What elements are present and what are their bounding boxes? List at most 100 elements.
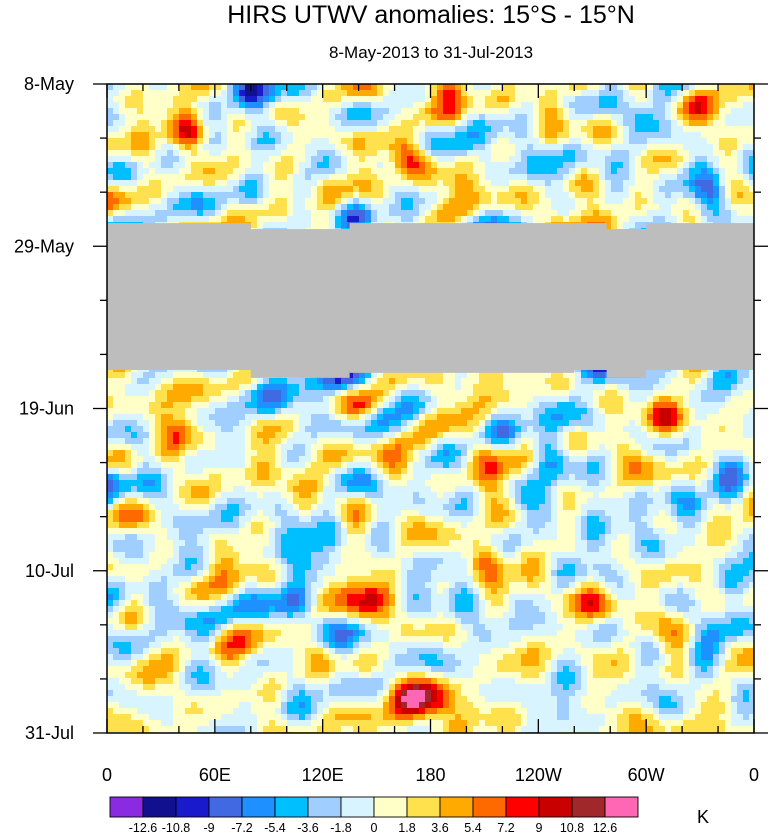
heatmap-cell bbox=[509, 108, 516, 115]
heatmap-cell bbox=[479, 162, 486, 169]
heatmap-cell bbox=[299, 96, 306, 103]
heatmap-cell bbox=[563, 186, 570, 193]
heatmap-cell bbox=[299, 138, 306, 145]
heatmap-cell bbox=[149, 102, 156, 109]
heatmap-cell bbox=[269, 162, 276, 169]
heatmap-cell bbox=[233, 186, 240, 193]
heatmap-cell bbox=[659, 156, 666, 163]
heatmap-cell bbox=[587, 108, 594, 115]
heatmap-cell bbox=[743, 150, 750, 157]
heatmap-cell bbox=[389, 216, 396, 223]
heatmap-cell bbox=[659, 162, 666, 169]
heatmap-cell bbox=[221, 114, 228, 121]
heatmap-cell bbox=[473, 150, 480, 157]
heatmap-cell bbox=[587, 162, 594, 169]
heatmap-cell bbox=[491, 120, 498, 127]
heatmap-cell bbox=[527, 96, 534, 103]
heatmap-cell bbox=[185, 120, 192, 127]
heatmap-cell bbox=[635, 174, 642, 181]
heatmap-cell bbox=[701, 156, 708, 163]
heatmap-cell bbox=[695, 186, 702, 193]
heatmap-cell bbox=[731, 210, 738, 217]
heatmap-cell bbox=[461, 168, 468, 175]
heatmap-cell bbox=[203, 138, 210, 145]
heatmap-cell bbox=[587, 198, 594, 205]
heatmap-cell bbox=[449, 204, 456, 211]
heatmap-cell bbox=[473, 156, 480, 163]
heatmap-cell bbox=[335, 84, 342, 91]
heatmap-cell bbox=[311, 138, 318, 145]
heatmap-cell bbox=[467, 114, 474, 121]
heatmap-cell bbox=[233, 198, 240, 205]
heatmap-cell bbox=[515, 204, 522, 211]
heatmap-cell bbox=[239, 180, 246, 187]
heatmap-cell bbox=[365, 90, 372, 97]
heatmap-cell bbox=[515, 108, 522, 115]
heatmap-cell bbox=[485, 198, 492, 205]
heatmap-cell bbox=[443, 90, 450, 97]
heatmap-cell bbox=[539, 132, 546, 139]
heatmap-cell bbox=[659, 168, 666, 175]
heatmap-cell bbox=[401, 210, 408, 217]
heatmap-cell bbox=[119, 114, 126, 121]
heatmap-cell bbox=[629, 174, 636, 181]
heatmap-cell bbox=[743, 84, 750, 91]
heatmap-cell bbox=[659, 90, 666, 97]
heatmap-cell bbox=[731, 168, 738, 175]
heatmap-cell bbox=[173, 210, 180, 217]
heatmap-cell bbox=[299, 150, 306, 157]
heatmap-cell bbox=[137, 198, 144, 205]
heatmap-cell bbox=[341, 192, 348, 199]
heatmap-cell bbox=[227, 96, 234, 103]
heatmap-cell bbox=[485, 186, 492, 193]
heatmap-cell bbox=[299, 144, 306, 151]
heatmap-cell bbox=[731, 150, 738, 157]
heatmap-cell bbox=[293, 144, 300, 151]
heatmap-cell bbox=[365, 102, 372, 109]
heatmap-cell bbox=[203, 84, 210, 91]
heatmap-cell bbox=[167, 138, 174, 145]
heatmap-cell bbox=[143, 96, 150, 103]
heatmap-cell bbox=[317, 216, 324, 223]
heatmap-cell bbox=[689, 108, 696, 115]
heatmap-cell bbox=[491, 186, 498, 193]
heatmap-cell bbox=[599, 102, 606, 109]
heatmap-cell bbox=[455, 198, 462, 205]
heatmap-cell bbox=[551, 114, 558, 121]
heatmap-cell bbox=[113, 192, 120, 199]
heatmap-cell bbox=[725, 132, 732, 139]
heatmap-cell bbox=[263, 174, 270, 181]
heatmap-cell bbox=[209, 138, 216, 145]
heatmap-cell bbox=[551, 108, 558, 115]
heatmap-cell bbox=[197, 114, 204, 121]
heatmap-cell bbox=[245, 216, 252, 223]
heatmap-cell bbox=[335, 126, 342, 133]
heatmap-cell bbox=[557, 156, 564, 163]
heatmap-cell bbox=[155, 150, 162, 157]
heatmap-cell bbox=[263, 192, 270, 199]
heatmap-cell bbox=[305, 162, 312, 169]
heatmap-cell bbox=[341, 138, 348, 145]
heatmap-cell bbox=[569, 156, 576, 163]
heatmap-cell bbox=[737, 126, 744, 133]
heatmap-cell bbox=[455, 126, 462, 133]
heatmap-cell bbox=[635, 144, 642, 151]
heatmap-cell bbox=[377, 156, 384, 163]
heatmap-cell bbox=[185, 174, 192, 181]
heatmap-cell bbox=[167, 216, 174, 223]
heatmap-cell bbox=[419, 210, 426, 217]
heatmap-cell bbox=[317, 204, 324, 211]
heatmap-cell bbox=[701, 108, 708, 115]
heatmap-cell bbox=[233, 192, 240, 199]
heatmap-cell bbox=[617, 138, 624, 145]
heatmap-cell bbox=[395, 198, 402, 205]
heatmap-cell bbox=[449, 174, 456, 181]
heatmap-cell bbox=[701, 216, 708, 223]
heatmap-cell bbox=[359, 96, 366, 103]
heatmap-cell bbox=[191, 114, 198, 121]
heatmap-cell bbox=[359, 210, 366, 217]
heatmap-cell bbox=[437, 186, 444, 193]
heatmap-cell bbox=[515, 90, 522, 97]
heatmap-cell bbox=[581, 126, 588, 133]
heatmap-cell bbox=[593, 96, 600, 103]
